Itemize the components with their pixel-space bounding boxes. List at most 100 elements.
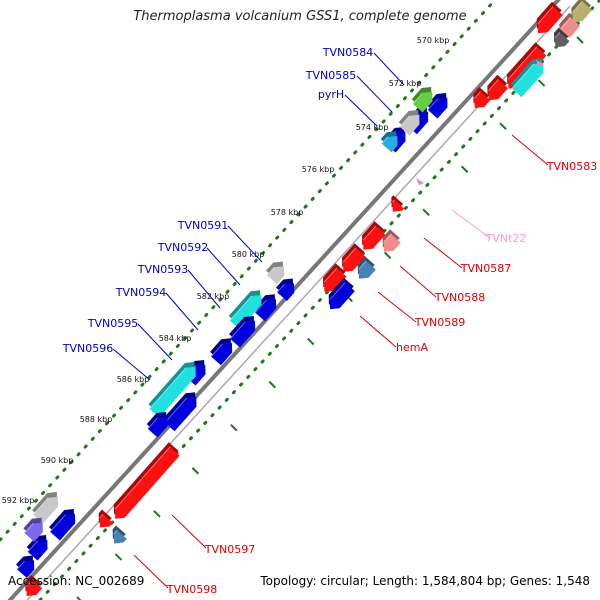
forward-gene[interactable]	[227, 312, 261, 348]
forward-gene[interactable]	[162, 388, 203, 432]
scale-tick-mark	[576, 36, 584, 44]
reverse-gene[interactable]	[565, 0, 594, 27]
reverse-gene-label[interactable]: TVN0588	[434, 291, 485, 304]
forward-gene-label[interactable]: TVN0594	[115, 286, 166, 299]
scale-tick: 580 kbp	[232, 250, 265, 259]
gene-highlight	[412, 92, 424, 105]
forward-gene[interactable]	[264, 257, 291, 285]
reverse-gene[interactable]	[481, 74, 510, 105]
gene-body	[230, 320, 256, 348]
reverse-gene[interactable]	[107, 442, 181, 523]
reverse-gene[interactable]	[547, 27, 571, 52]
forward-gene[interactable]	[25, 531, 54, 561]
scale-tick-mark	[307, 337, 315, 346]
reverse-gene[interactable]	[336, 243, 368, 276]
reverse-gene[interactable]	[106, 525, 129, 547]
reverse-gene[interactable]	[376, 229, 403, 256]
forward-gene[interactable]	[379, 127, 404, 153]
reverse-gene-label[interactable]: TVN0597	[204, 543, 255, 556]
forward-gene[interactable]	[147, 358, 203, 418]
reverse-label-leader	[171, 514, 207, 549]
forward-gene[interactable]	[252, 290, 282, 322]
reverse-gene[interactable]	[385, 195, 406, 216]
gene-highlight	[32, 497, 49, 516]
gene-body	[392, 199, 405, 212]
scale-tick-label: 584 kbp	[159, 334, 192, 343]
reverse-label-leader	[133, 554, 169, 589]
scale-ticks-layer: 570 kbp 572 kbp 574 kbp 576 kbp 578 kbp 580 k…	[2, 36, 584, 600]
reverse-label-leader	[359, 315, 397, 348]
gene-body	[164, 397, 197, 432]
scale-tick-mark	[114, 553, 123, 561]
gene-highlight	[511, 63, 535, 90]
forward-gene[interactable]	[425, 89, 454, 119]
forward-label-leader	[344, 94, 378, 127]
gene-highlight	[362, 225, 377, 241]
reverse-gene-label[interactable]: TVN0587	[460, 262, 511, 275]
gene-body	[324, 267, 347, 292]
forward-gene[interactable]	[410, 83, 439, 113]
forward-gene-label[interactable]: TVN0595	[87, 317, 138, 330]
reverse-gene[interactable]	[467, 86, 492, 112]
forward-gene-label[interactable]: TVN0596	[62, 342, 113, 355]
forward-gene[interactable]	[208, 334, 238, 366]
scale-tick: 574 kbp	[356, 123, 389, 132]
trna-marker[interactable]	[536, 60, 544, 66]
reverse-gene[interactable]	[530, 1, 564, 38]
gene-body	[343, 247, 366, 272]
reverse-gene[interactable]	[19, 574, 44, 600]
forward-gene[interactable]	[22, 513, 50, 542]
scale-tick-mark	[76, 596, 82, 600]
forward-gene-label[interactable]: TVN0584	[322, 46, 373, 59]
reverse-gene[interactable]	[509, 54, 550, 98]
reverse-gene[interactable]	[322, 277, 356, 314]
gene-highlight	[99, 513, 104, 519]
forward-gene-label[interactable]: TVN0585	[305, 69, 356, 82]
scale-tick-mark	[383, 251, 392, 260]
reverse-gene[interactable]	[351, 256, 378, 283]
gene-body	[537, 6, 563, 34]
scale-tick-mark	[460, 165, 469, 173]
reverse-label-leader	[399, 265, 437, 298]
reverse-gene-label[interactable]: hemA	[396, 341, 428, 354]
forward-gene[interactable]	[30, 488, 64, 524]
forward-gene-label[interactable]: TVN0591	[177, 219, 228, 232]
reverse-gene[interactable]	[317, 263, 349, 296]
gene-body	[412, 91, 433, 113]
gene-highlight	[488, 79, 499, 92]
forward-gene[interactable]	[227, 286, 268, 330]
gene-highlight	[147, 417, 159, 430]
forward-gene-label[interactable]: TVN0592	[157, 241, 208, 254]
gene-highlight	[427, 98, 439, 111]
forward-gene[interactable]	[274, 274, 301, 302]
forward-label-leader	[356, 75, 393, 113]
gene-highlight	[266, 266, 275, 276]
reverse-gene[interactable]	[356, 221, 388, 254]
scale-tick-label: 590 kbp	[41, 456, 74, 465]
gene-body	[572, 1, 593, 23]
reverse-gene[interactable]	[92, 509, 115, 531]
reverse-gene-label[interactable]: TVN0583	[546, 160, 597, 173]
forward-gene[interactable]	[397, 106, 426, 136]
forward-gene[interactable]	[47, 505, 81, 541]
reverse-label-leader	[377, 291, 417, 323]
gene-highlight	[49, 514, 66, 533]
genome-backbone-outer	[7, 0, 561, 600]
reverse-gene-label[interactable]: TVN0589	[414, 316, 465, 329]
scale-tick: 570 kbp	[417, 36, 450, 45]
gene-highlight	[26, 579, 33, 587]
reverse-gene-label[interactable]: TVNt22	[485, 232, 527, 245]
forward-gene-label[interactable]: pyrH	[318, 88, 344, 101]
gene-body	[33, 496, 59, 524]
gene-highlight	[381, 136, 389, 145]
trna-marker[interactable]	[416, 178, 424, 185]
forward-gene-label[interactable]: TVN0593	[137, 263, 188, 276]
reverse-gene-label[interactable]: TVN0598	[166, 583, 217, 596]
gene-body	[255, 299, 277, 322]
forward-gene[interactable]	[145, 408, 174, 438]
reverse-label-leader	[451, 209, 491, 239]
scale-tick: 576 kbp	[302, 165, 335, 174]
forward-gene[interactable]	[14, 551, 41, 579]
